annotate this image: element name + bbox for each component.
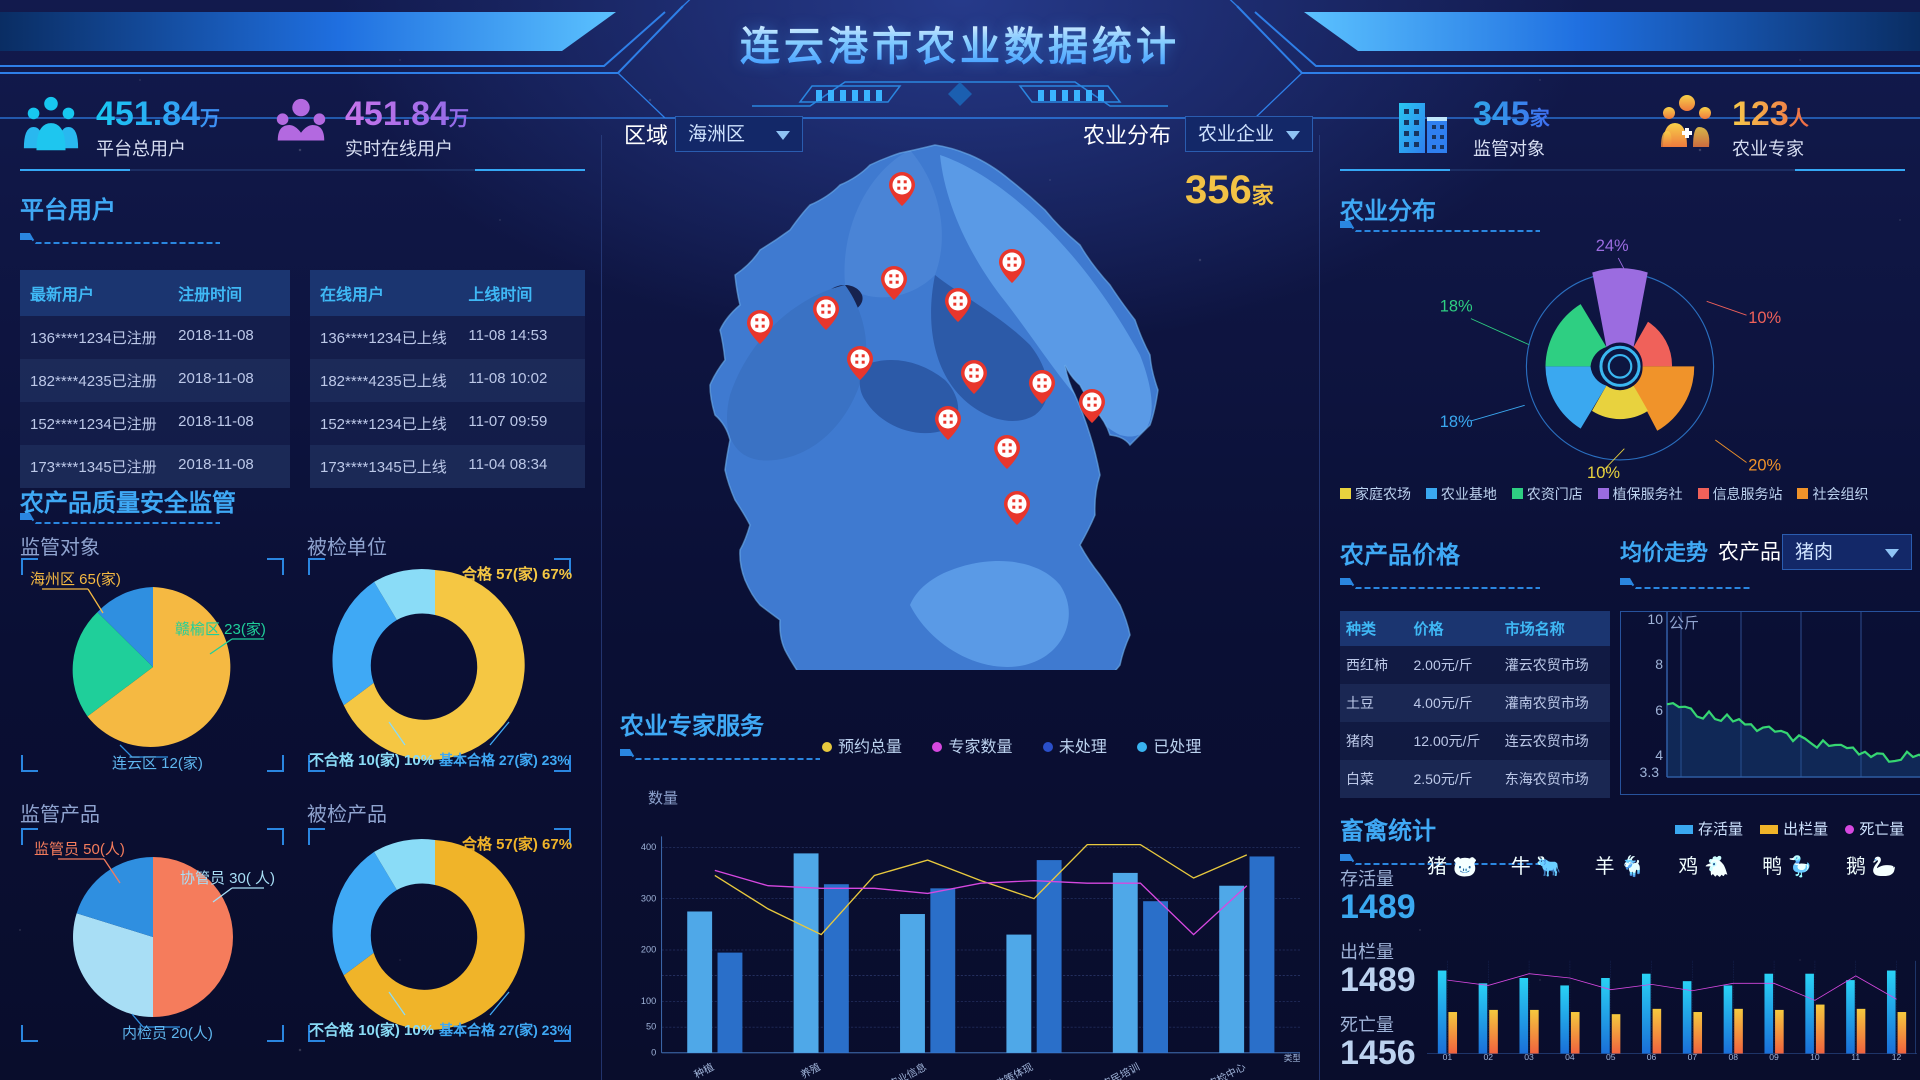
svg-text:20%: 20%	[1748, 456, 1781, 474]
svg-text:农检中心: 农检中心	[1205, 1060, 1247, 1080]
svg-text:08: 08	[1728, 1052, 1738, 1062]
svg-text:农业信息: 农业信息	[886, 1060, 928, 1080]
svg-text:合格 57(家) 67%: 合格 57(家) 67%	[461, 565, 572, 583]
svg-text:11: 11	[1851, 1052, 1860, 1062]
svg-text:内检员 20(人): 内检员 20(人)	[122, 1025, 213, 1042]
svg-text:类型: 类型	[1284, 1052, 1300, 1063]
svg-text:24%: 24%	[1596, 237, 1629, 255]
svg-text:8: 8	[1655, 656, 1663, 672]
svg-text:协管员 30( 人): 协管员 30( 人)	[180, 870, 275, 887]
svg-text:05: 05	[1606, 1052, 1616, 1062]
svg-text:14: 14	[1836, 794, 1852, 795]
svg-text:3.3: 3.3	[1640, 764, 1660, 780]
svg-text:赣榆区 23(家): 赣榆区 23(家)	[175, 621, 266, 638]
svg-text:10: 10	[1647, 611, 1663, 627]
svg-text:100: 100	[641, 996, 656, 1006]
svg-text:农民培训: 农民培训	[1099, 1060, 1141, 1080]
svg-text:不合格 10(家) 10%: 不合格 10(家) 10%	[309, 1021, 434, 1039]
svg-text:0: 0	[1736, 794, 1744, 795]
svg-text:4: 4	[1655, 747, 1663, 763]
svg-text:08: 08	[1786, 794, 1802, 795]
svg-text:0: 0	[651, 1047, 656, 1057]
svg-text:10: 10	[1810, 1052, 1820, 1062]
svg-text:10%: 10%	[1587, 464, 1620, 482]
svg-text:公斤: 公斤	[1669, 615, 1699, 632]
svg-text:监管员 50(人): 监管员 50(人)	[34, 841, 125, 858]
svg-text:09: 09	[1769, 1052, 1779, 1062]
svg-text:200: 200	[641, 945, 656, 955]
svg-text:50: 50	[646, 1022, 656, 1032]
svg-text:12: 12	[1892, 1052, 1902, 1062]
svg-text:海州区 65(家): 海州区 65(家)	[30, 571, 121, 588]
svg-text:6: 6	[1655, 702, 1663, 718]
svg-text:07: 07	[1688, 1052, 1698, 1062]
svg-text:政策体现: 政策体现	[993, 1060, 1035, 1080]
svg-text:10%: 10%	[1748, 309, 1781, 327]
svg-text:18%: 18%	[1440, 413, 1473, 431]
svg-text:18%: 18%	[1440, 298, 1473, 316]
svg-text:10: 10	[1886, 794, 1902, 795]
svg-text:06: 06	[1647, 1052, 1657, 1062]
svg-text:不合格 10(家) 10%: 不合格 10(家) 10%	[309, 751, 434, 769]
svg-text:基本合格 27(家) 23%: 基本合格 27(家) 23%	[439, 752, 570, 768]
svg-text:01: 01	[1443, 1052, 1453, 1062]
svg-text:养殖: 养殖	[798, 1060, 822, 1080]
svg-text:连云区 12(家): 连云区 12(家)	[112, 755, 203, 772]
svg-text:基本合格 27(家) 23%: 基本合格 27(家) 23%	[439, 1022, 570, 1038]
svg-text:02: 02	[1483, 1052, 1493, 1062]
svg-text:04: 04	[1565, 1052, 1575, 1062]
svg-text:种植: 种植	[692, 1060, 716, 1080]
svg-text:合格 57(家) 67%: 合格 57(家) 67%	[461, 835, 572, 853]
svg-text:300: 300	[641, 893, 656, 903]
svg-text:400: 400	[641, 842, 656, 852]
svg-text:03: 03	[1524, 1052, 1534, 1062]
